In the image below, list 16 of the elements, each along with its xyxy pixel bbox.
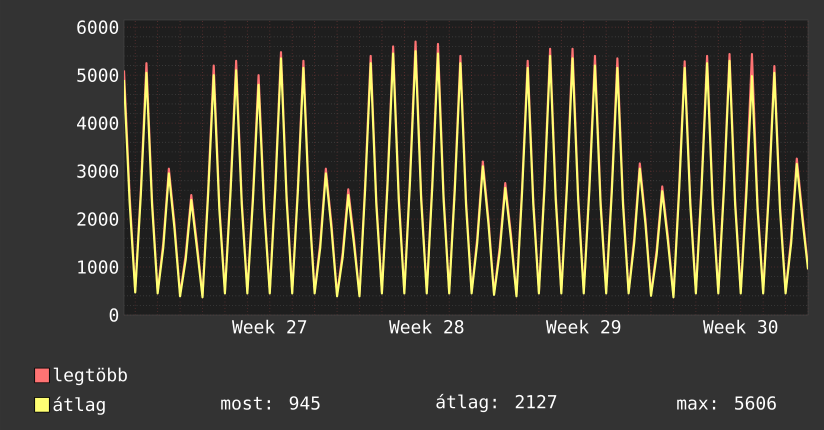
y-tick-label: 3000 bbox=[77, 164, 118, 178]
y-tick-label: 1000 bbox=[78, 260, 118, 274]
legend-label: átlag bbox=[54, 396, 105, 415]
y-tick-label: 0 bbox=[110, 308, 118, 322]
x-tick-label: Week 30 bbox=[702, 320, 778, 334]
x-tick-label: Week 27 bbox=[232, 320, 306, 334]
legend-label: legtöbb bbox=[54, 368, 127, 386]
y-tick-label: 5000 bbox=[77, 68, 118, 82]
y-tick-label: 6000 bbox=[77, 20, 118, 34]
text: átlag: 2127 bbox=[436, 394, 556, 412]
text: max: 5606 bbox=[677, 396, 776, 410]
y-tick-label: 2000 bbox=[77, 212, 118, 226]
x-tick-label: Week 28 bbox=[388, 320, 464, 334]
text: most: 945 bbox=[221, 396, 320, 410]
x-tick-label: Week 29 bbox=[546, 320, 620, 334]
y-tick-label: 4000 bbox=[77, 116, 118, 130]
